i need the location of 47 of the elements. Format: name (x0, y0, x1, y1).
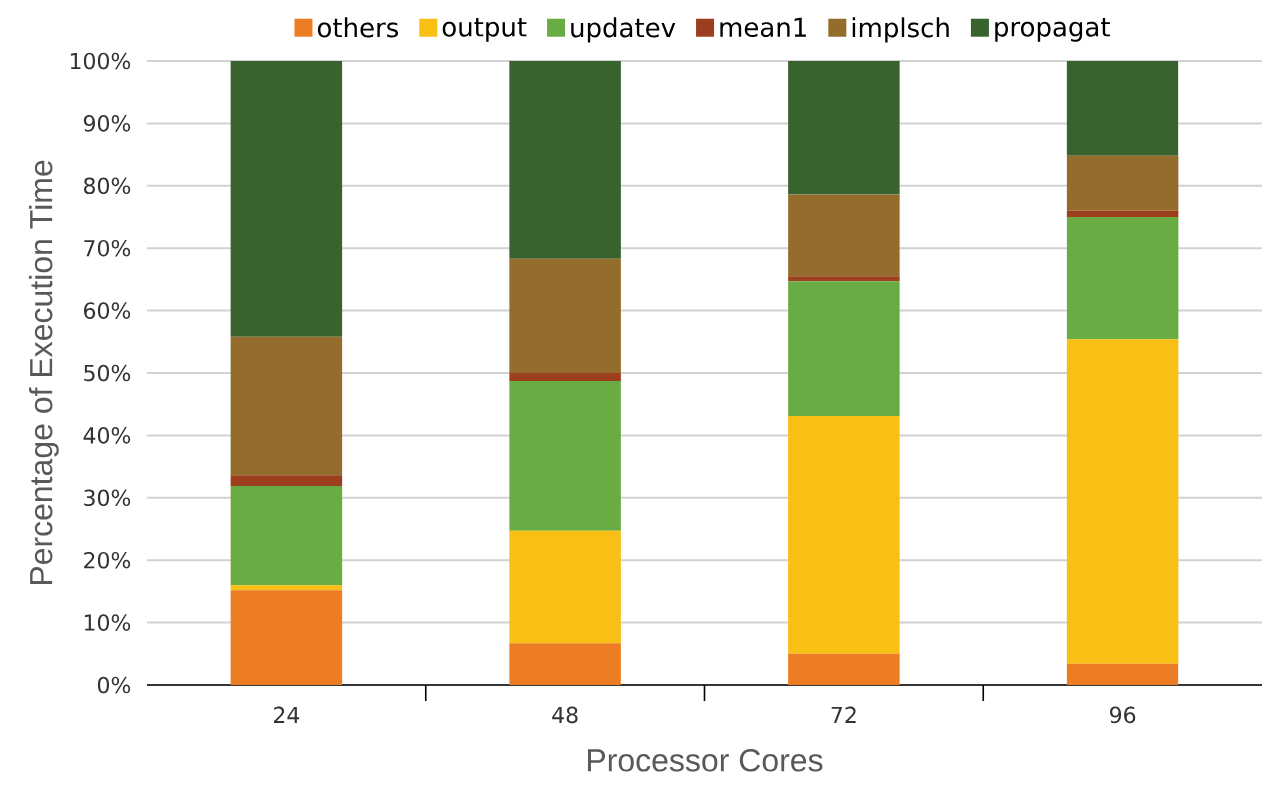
y-axis-title: Percentage of Execution Time (28, 160, 59, 585)
y-tick-label: 70% (84, 239, 131, 257)
y-tick-label: 20% (84, 551, 131, 569)
y-tick-label: 0% (97, 676, 131, 694)
x-tick-label: 96 (1110, 706, 1136, 724)
x-tick-label: 24 (273, 706, 300, 723)
bar (509, 372, 621, 382)
y-tick-label: 30% (84, 489, 131, 507)
bar (509, 60, 621, 259)
bar (509, 258, 621, 373)
y-tick-label: 90% (83, 115, 131, 132)
bar (1066, 210, 1179, 217)
bar (509, 530, 621, 644)
bar (509, 381, 621, 531)
bar (230, 475, 343, 486)
bar (230, 590, 343, 685)
legend-label: propagat (995, 18, 1110, 42)
bar (1066, 339, 1179, 664)
y-tick-label: 60% (84, 302, 131, 319)
bar (1066, 216, 1179, 340)
bar (788, 276, 900, 282)
legend-label: output (442, 18, 527, 42)
x-tick-label: 48 (552, 706, 578, 724)
bar (1066, 60, 1179, 156)
y-tick-label: 80% (84, 177, 131, 195)
x-axis-title: Processor Cores (587, 748, 823, 772)
legend-label: updatev (571, 17, 676, 43)
bar (1066, 155, 1179, 211)
y-tick-label: 50% (84, 364, 131, 382)
legend-label: mean1 (720, 17, 806, 38)
bar (788, 653, 900, 685)
y-tick-label: 10% (84, 614, 131, 631)
bar (1066, 663, 1179, 685)
x-tick-label: 72 (831, 706, 856, 723)
y-tick-label: 100% (70, 52, 131, 70)
bar (788, 60, 900, 195)
bar (788, 281, 900, 417)
y-tick-label: 40% (83, 427, 131, 444)
bar (230, 485, 343, 586)
bar (230, 60, 343, 337)
bar (509, 643, 621, 685)
bar (230, 585, 343, 591)
legend-label: implsch (852, 17, 949, 43)
bar (788, 194, 900, 277)
bar (788, 416, 900, 654)
legend-label: others (317, 17, 399, 38)
bar (230, 336, 343, 476)
